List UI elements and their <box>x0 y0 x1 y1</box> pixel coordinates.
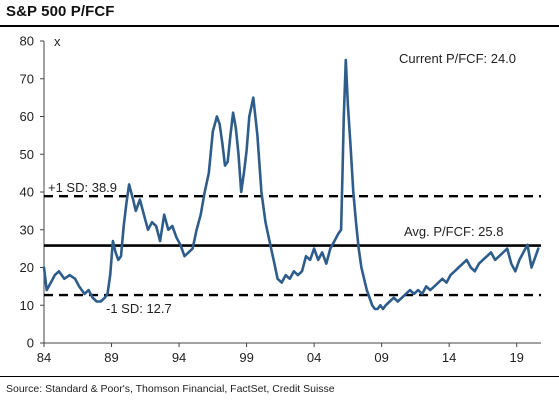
minus-sd-label: -1 SD: 12.7 <box>106 301 172 316</box>
chart-title: S&P 500 P/FCF <box>6 3 115 20</box>
pfcf-series-line <box>42 58 540 311</box>
title-rule <box>0 25 559 27</box>
y-tick-label: 50 <box>20 147 34 162</box>
source-rule <box>0 376 559 377</box>
x-axis-ticks: 84 89 94 99 04 09 14 19 <box>37 343 524 365</box>
x-tick-label: 09 <box>374 350 388 365</box>
y-tick-label: 10 <box>20 298 34 313</box>
plus-sd-label: +1 SD: 38.9 <box>48 180 117 195</box>
reference-lines <box>44 194 541 297</box>
y-tick-label: 40 <box>20 185 34 200</box>
y-tick-label: 70 <box>20 71 34 86</box>
y-tick-label: 20 <box>20 260 34 275</box>
avg-line-label: Avg. P/FCF: 25.8 <box>404 224 503 239</box>
line-chart: 0 10 20 30 40 50 60 70 80 84 89 94 99 04 09 14 19 x Avg… <box>20 34 541 365</box>
source-note: Source: Standard & Poor's, Thomson Finan… <box>6 383 335 395</box>
y-tick-label: 0 <box>27 336 34 351</box>
y-tick-label: 80 <box>20 34 34 49</box>
current-pfcf-label: Current P/FCF: 24.0 <box>399 51 516 66</box>
x-tick-label: 84 <box>37 350 51 365</box>
x-tick-label: 04 <box>307 350 321 365</box>
y-axis-ticks: 0 10 20 30 40 50 60 70 80 <box>20 34 44 351</box>
y-unit-label: x <box>54 34 61 49</box>
x-tick-label: 19 <box>509 350 523 365</box>
x-tick-label: 14 <box>442 350 456 365</box>
x-tick-label: 94 <box>172 350 186 365</box>
x-tick-label: 99 <box>239 350 253 365</box>
axes <box>43 41 541 344</box>
x-tick-label: 89 <box>104 350 118 365</box>
y-tick-label: 30 <box>20 222 34 237</box>
y-tick-label: 60 <box>20 109 34 124</box>
